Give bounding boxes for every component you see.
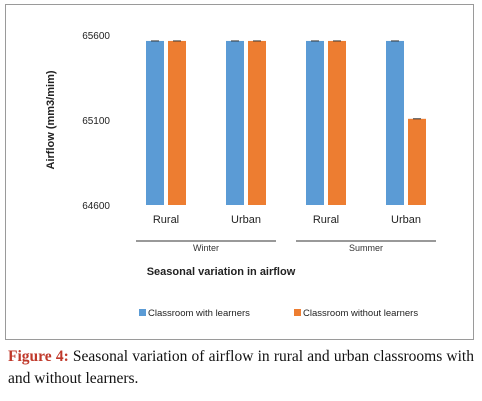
season-group-label: Summer [349, 243, 383, 253]
legend-label: Classroom without learners [303, 308, 418, 319]
legend-swatch [139, 309, 146, 316]
bar-with-learners [226, 40, 244, 206]
bar-with-learners [146, 40, 164, 206]
bar-without-learners [168, 40, 186, 206]
x-category-label: Urban [391, 214, 421, 226]
x-category-label: Rural [153, 214, 179, 226]
y-tick-label: 64600 [82, 201, 110, 212]
bar-with-learners [386, 40, 404, 206]
bar-without-learners [248, 40, 266, 206]
y-axis-title: Airflow (mm3/mim) [45, 70, 57, 169]
bar-with-learners [306, 40, 324, 206]
caption-label: Figure 4: [8, 348, 69, 365]
y-tick-label: 65600 [82, 31, 110, 42]
legend-label: Classroom with learners [148, 308, 250, 319]
x-axis-title: Seasonal variation in airflow [147, 266, 296, 278]
season-group-label: Winter [193, 243, 219, 253]
bar-without-learners [408, 118, 426, 205]
caption-text: Seasonal variation of airflow in rural a… [8, 348, 474, 387]
x-category-label: Urban [231, 214, 261, 226]
bar-without-learners [328, 40, 346, 206]
y-tick-label: 65100 [82, 116, 110, 127]
legend-swatch [294, 309, 301, 316]
chart-frame: 64600 65100 65600 Airflow (mm3/mim) Rural Urb… [5, 4, 474, 340]
airflow-chart: 64600 65100 65600 Airflow (mm3/mim) Rural Urb… [45, 31, 436, 319]
figure-caption: Figure 4: Seasonal variation of airflow … [8, 346, 474, 390]
x-category-label: Rural [313, 214, 339, 226]
